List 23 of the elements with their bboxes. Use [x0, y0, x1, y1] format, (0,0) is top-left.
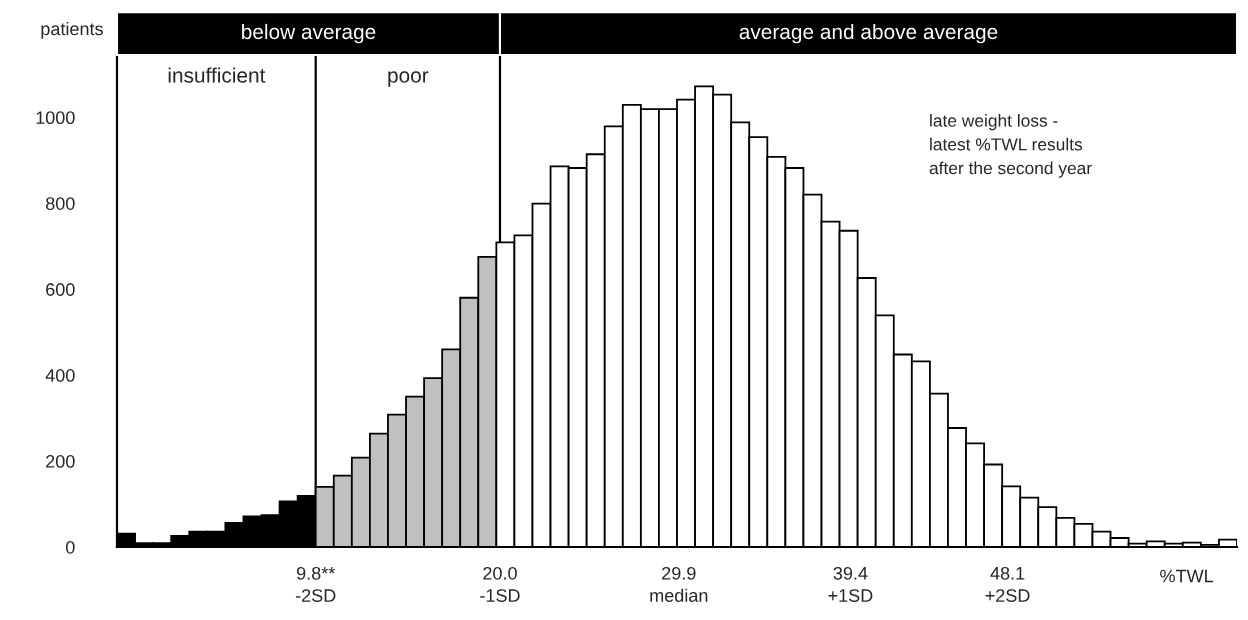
x-tick-label: 20.0 — [483, 566, 517, 580]
text: +2SD — [985, 589, 1030, 602]
x-tick-label: 48.1 — [990, 566, 1025, 580]
text: +1SD — [828, 589, 873, 602]
x-tick-label: 39.4 — [833, 566, 868, 580]
y-tick-label: 800 — [46, 197, 75, 210]
y-tick-label: 1000 — [36, 111, 75, 125]
text: average and above average — [739, 23, 998, 44]
y-tick-label: 200 — [46, 455, 75, 468]
y-tick-label: 0 — [66, 540, 75, 554]
text: -2SD — [295, 589, 336, 602]
x-tick-label: 29.9 — [662, 566, 696, 580]
x-tick-label: 9.8** — [296, 566, 336, 580]
y-axis-title: patients — [41, 21, 103, 39]
text: -1SD — [480, 589, 520, 602]
annotation: late weight loss - latest %TWL results after the second year — [929, 114, 1092, 178]
y-tick-label: 400 — [45, 369, 75, 382]
text: median — [650, 588, 708, 602]
annotation: poor — [388, 71, 429, 87]
y-tick-label: 600 — [46, 283, 75, 296]
text: below average — [242, 23, 376, 44]
annotation: insufficient — [168, 67, 266, 83]
x-axis-title: %TWL — [1160, 569, 1214, 583]
